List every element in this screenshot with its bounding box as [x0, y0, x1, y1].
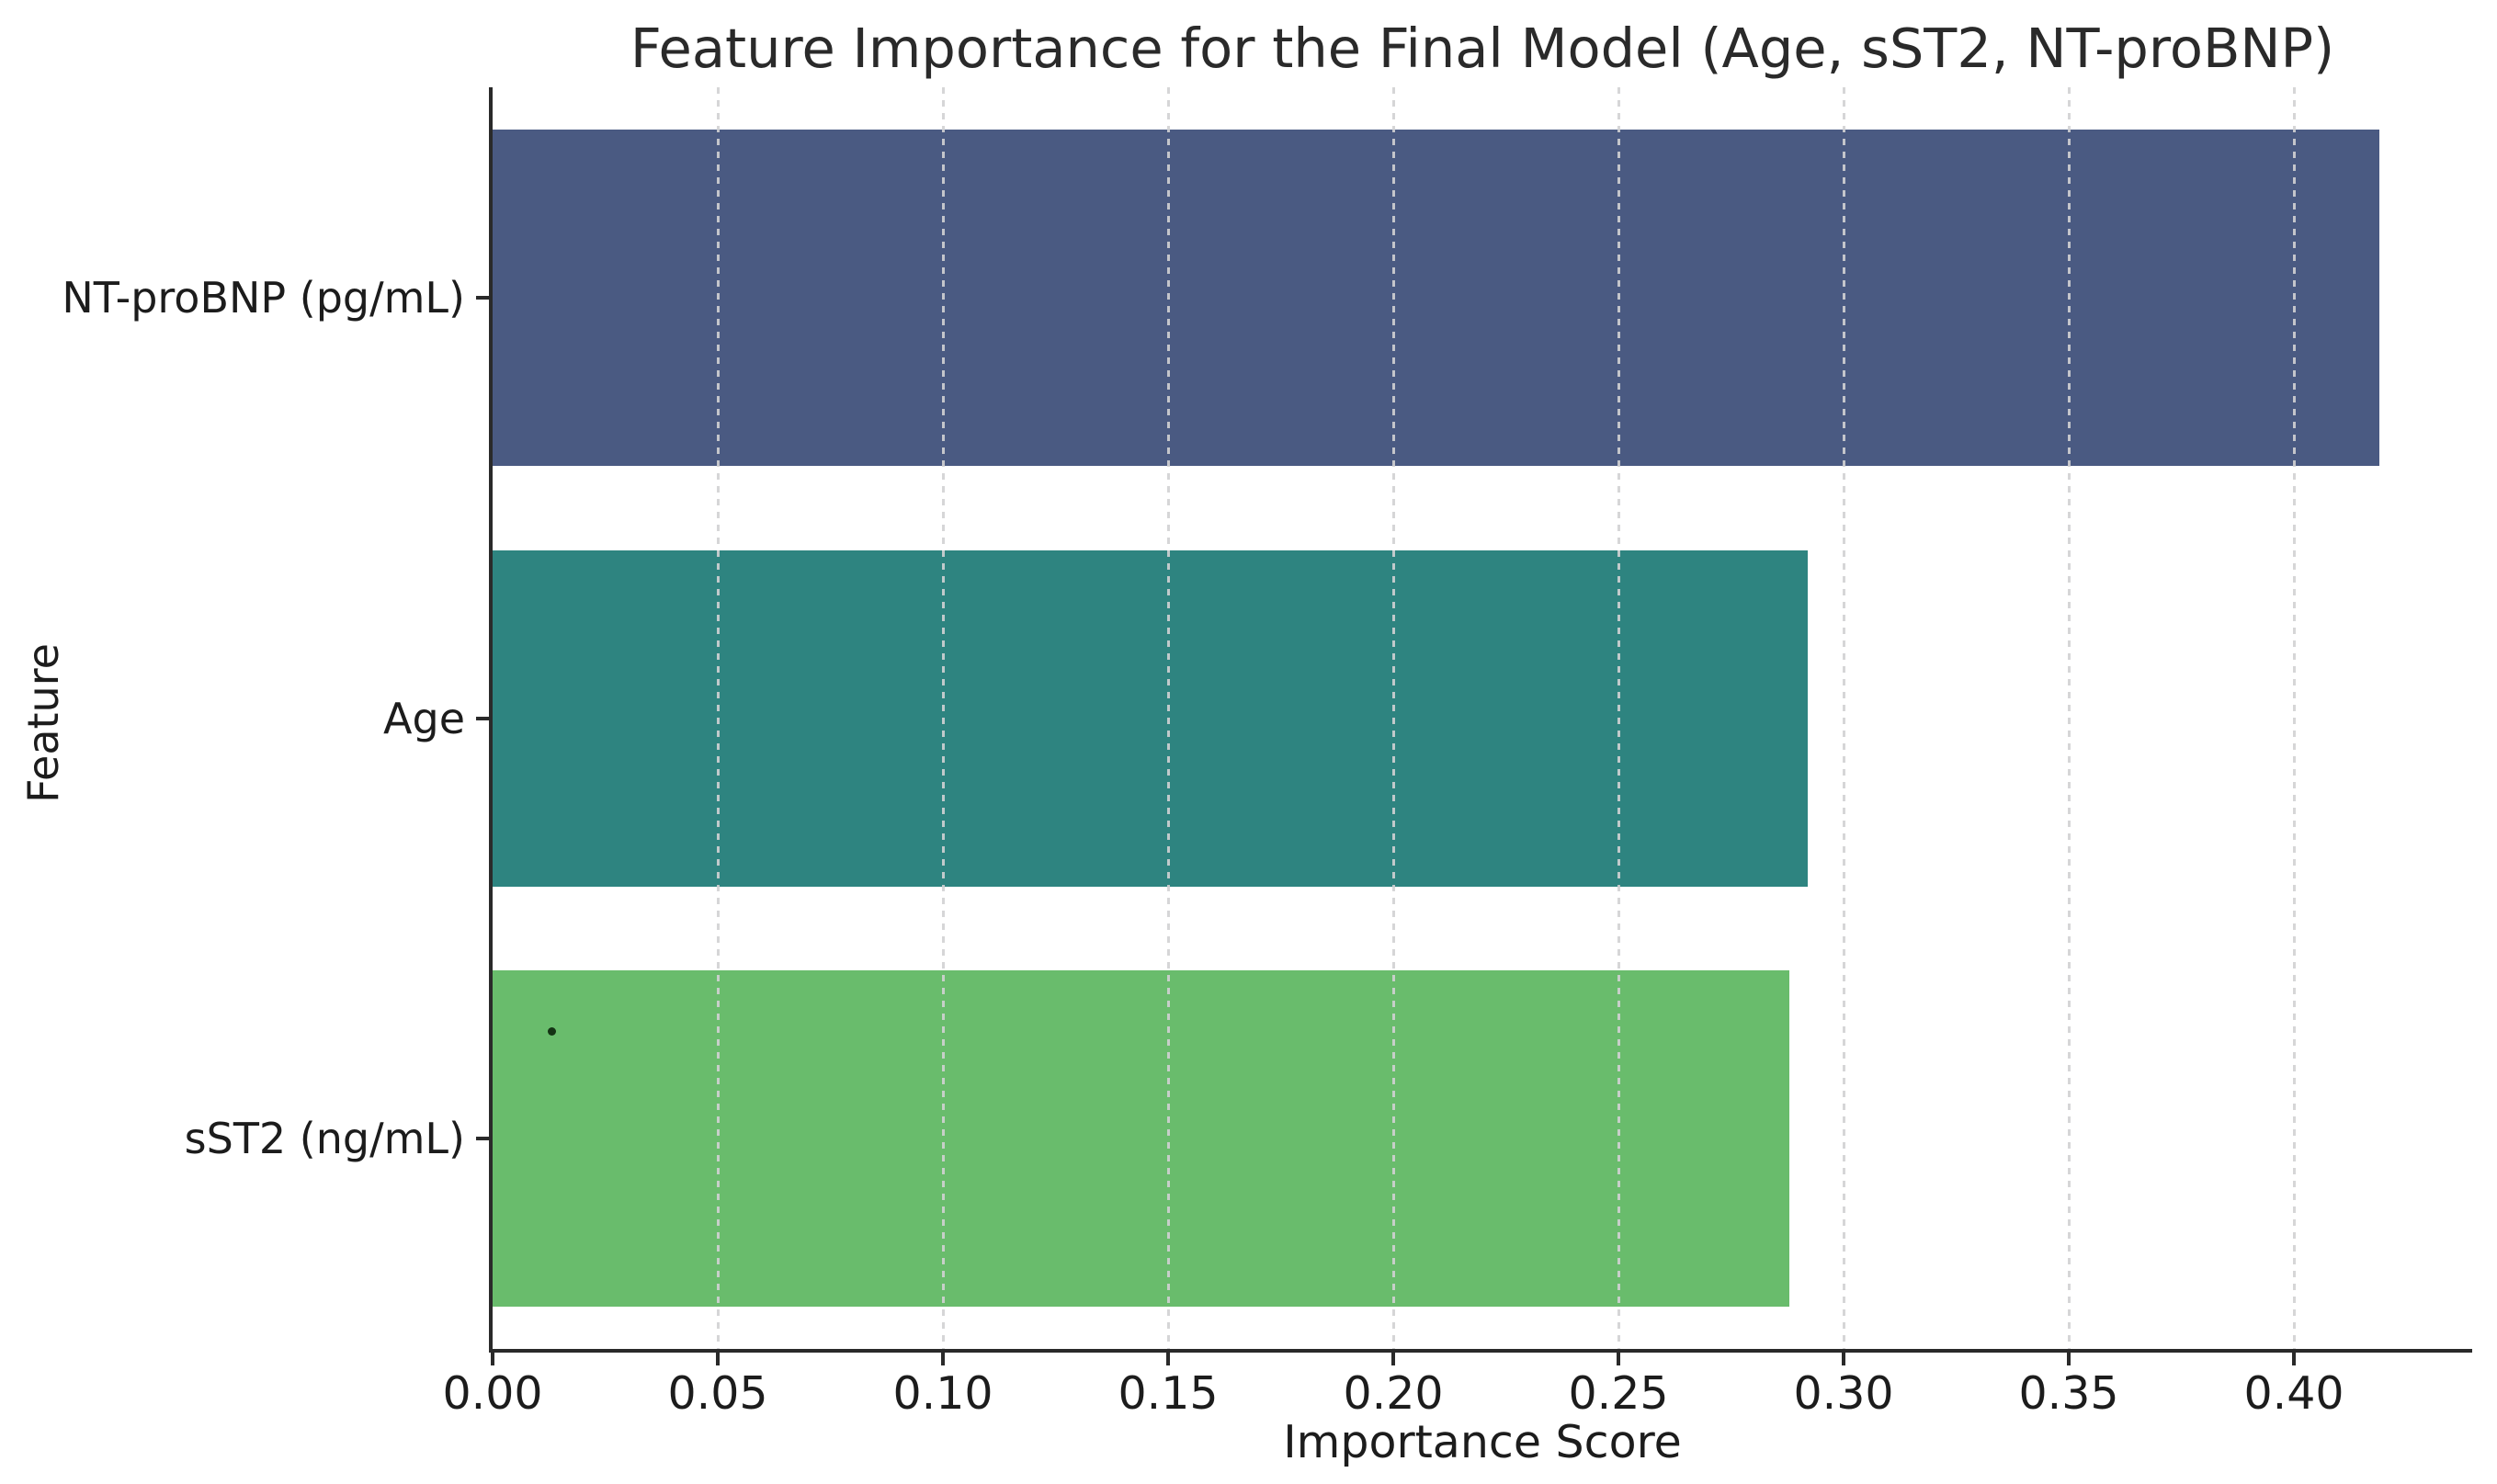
x-tick-label-0.20: 0.20: [1343, 1367, 1444, 1420]
gridline-0.35: [2068, 87, 2071, 1349]
x-tick-label-0.10: 0.10: [892, 1367, 993, 1420]
x-tick-0.25: [1617, 1353, 1620, 1365]
x-tick-0.30: [1842, 1353, 1845, 1365]
x-tick-0.35: [2067, 1353, 2071, 1365]
y-tick-nt-probnp-pg-ml: [476, 296, 489, 300]
gridline-0.10: [942, 87, 945, 1349]
bar-age: [493, 550, 1808, 887]
gridline-0.15: [1167, 87, 1170, 1349]
x-tick-label-0.35: 0.35: [2018, 1367, 2119, 1420]
x-axis-label: Importance Score: [1283, 1416, 1682, 1468]
y-axis-spine: [489, 87, 493, 1353]
y-tick-age: [476, 717, 489, 720]
category-label-sst2-ng-ml: sST2 (ng/mL): [184, 1114, 465, 1163]
x-tick-label-0.00: 0.00: [442, 1367, 543, 1420]
gridline-0.30: [1843, 87, 1845, 1349]
category-label-nt-probnp-pg-ml: NT-proBNP (pg/mL): [62, 273, 465, 323]
plot-area: [476, 87, 2472, 1365]
chart-title: Feature Importance for the Final Model (…: [630, 17, 2335, 80]
x-tick-label-0.25: 0.25: [1568, 1367, 1669, 1420]
bar-nt-probnp-pg-ml: [493, 130, 2379, 466]
x-tick-0.20: [1391, 1353, 1395, 1365]
gridline-0.40: [2293, 87, 2296, 1349]
gridline-0.05: [717, 87, 720, 1349]
x-tick-0.05: [716, 1353, 720, 1365]
x-tick-0.40: [2292, 1353, 2296, 1365]
x-tick-0.00: [491, 1353, 494, 1365]
gridline-0.20: [1392, 87, 1395, 1349]
x-tick-label-0.15: 0.15: [1118, 1367, 1219, 1420]
category-label-age: Age: [383, 694, 465, 743]
x-tick-label-0.30: 0.30: [1793, 1367, 1894, 1420]
stray-dot-artifact: [548, 1027, 556, 1036]
x-axis-spine: [489, 1349, 2472, 1353]
x-tick-label-0.05: 0.05: [667, 1367, 768, 1420]
x-tick-label-0.40: 0.40: [2243, 1367, 2344, 1420]
bar-sst2-ng-ml: [493, 970, 1789, 1307]
gridline-0.25: [1617, 87, 1620, 1349]
x-tick-0.10: [941, 1353, 945, 1365]
y-tick-sst2-ng-ml: [476, 1137, 489, 1140]
x-tick-0.15: [1166, 1353, 1170, 1365]
